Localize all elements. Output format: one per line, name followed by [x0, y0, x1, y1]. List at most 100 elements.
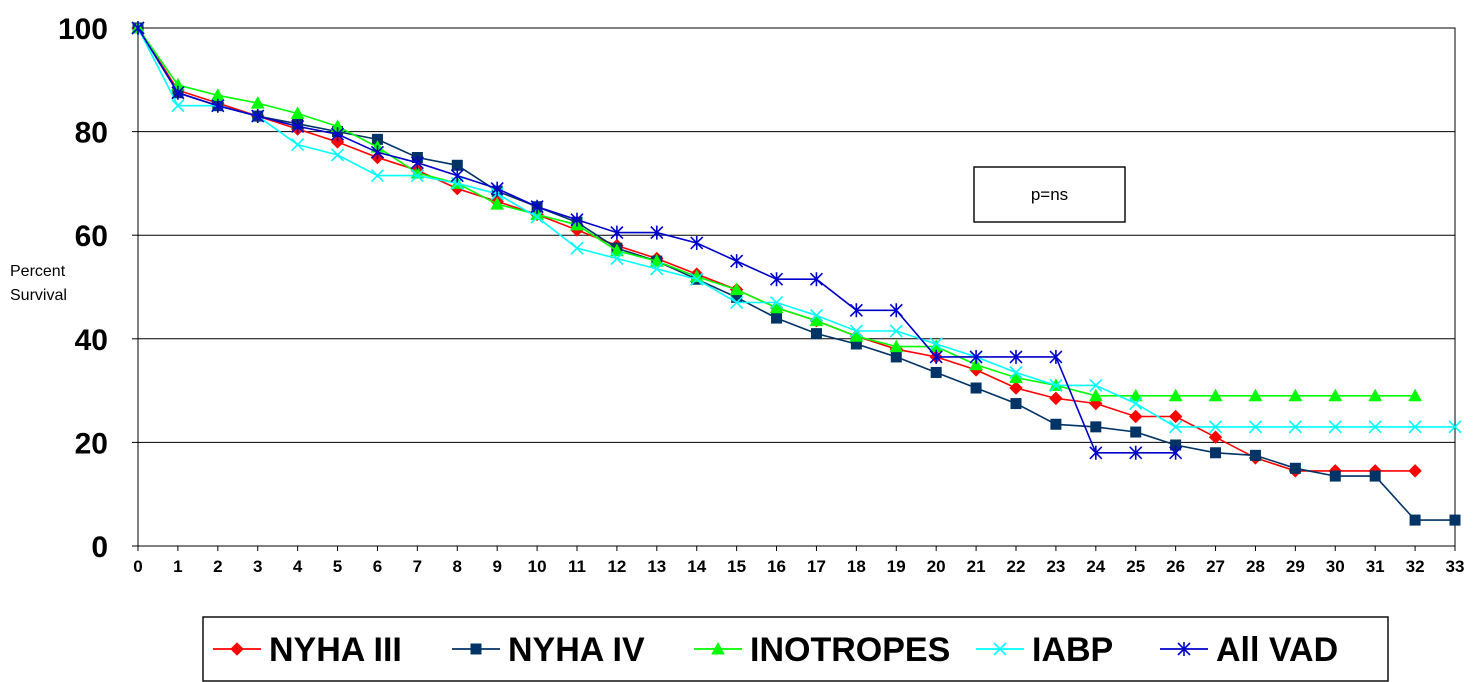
- legend-label: NYHA IV: [508, 631, 645, 669]
- x-marker: [1448, 420, 1462, 434]
- x-marker: [1049, 378, 1063, 392]
- x-marker: [1408, 420, 1422, 434]
- triangle-marker: [809, 313, 824, 327]
- series-iabp: [131, 21, 1462, 434]
- square-marker: [771, 312, 783, 324]
- x-tick-label: 23: [1046, 557, 1065, 576]
- asterisk-marker: [410, 155, 424, 170]
- square-marker: [1449, 514, 1461, 526]
- square-marker: [810, 328, 822, 340]
- x-tick-label: 16: [767, 557, 786, 576]
- square-marker: [1249, 449, 1261, 461]
- triangle-marker: [769, 300, 784, 314]
- square-marker: [1289, 462, 1301, 474]
- x-tick-label: 7: [413, 557, 422, 576]
- annotation-text: p=ns: [1031, 185, 1068, 204]
- triangle-marker: [490, 197, 505, 210]
- p-value-annotation: p=ns: [973, 166, 1126, 223]
- x-tick-label: 3: [253, 557, 262, 576]
- x-marker: [1169, 420, 1183, 434]
- asterisk-marker: [211, 98, 225, 113]
- series-line: [137, 27, 1416, 472]
- triangle-marker: [1368, 388, 1383, 402]
- asterisk-marker: [330, 127, 345, 142]
- x-tick-label: 22: [1007, 557, 1026, 576]
- square-marker: [890, 351, 902, 363]
- x-tick-label: 29: [1286, 557, 1305, 576]
- x-marker: [530, 210, 544, 224]
- x-marker: [370, 169, 385, 183]
- y-tick-label: 40: [75, 324, 108, 357]
- asterisk-marker: [1009, 349, 1023, 364]
- x-tick-label: 13: [647, 557, 666, 576]
- triangle-marker: [1168, 388, 1183, 402]
- x-tick-label: 18: [847, 557, 866, 576]
- square-marker: [470, 643, 482, 655]
- x-tick-label: 30: [1326, 557, 1345, 576]
- square-marker: [1130, 426, 1142, 438]
- y-axis-title: Percent Survival: [10, 263, 67, 304]
- series-all-vad: [131, 21, 1183, 460]
- asterisk-marker: [730, 254, 744, 269]
- x-marker: [1328, 420, 1342, 434]
- x-marker: [809, 308, 824, 323]
- square-marker: [1210, 447, 1222, 459]
- x-marker: [993, 642, 1007, 656]
- triangle-marker: [729, 282, 744, 296]
- legend-item: INOTROPES: [694, 631, 950, 669]
- x-tick-label: 28: [1246, 557, 1265, 576]
- grid-lines: [132, 27, 1456, 551]
- diamond-marker: [1408, 464, 1422, 478]
- asterisk-marker: [131, 21, 145, 35]
- asterisk-marker: [1089, 445, 1103, 460]
- x-tick-label: 26: [1166, 557, 1185, 576]
- asterisk-marker: [969, 349, 983, 364]
- diamond-marker: [1208, 430, 1223, 444]
- x-tick-label: 0: [133, 557, 142, 576]
- asterisk-marker: [650, 225, 664, 240]
- series-nyha-iv: [132, 22, 1461, 526]
- x-tick-label: 25: [1126, 557, 1145, 576]
- plot-frame: [137, 27, 1456, 547]
- x-tick-label: 21: [967, 557, 986, 576]
- x-tick-label: 1: [173, 557, 182, 576]
- x-marker: [650, 262, 664, 276]
- legend-item: NYHA III: [213, 631, 402, 669]
- diamond-marker: [1168, 409, 1183, 424]
- x-marker: [889, 324, 903, 338]
- x-tick-label: 31: [1366, 557, 1385, 576]
- asterisk-marker: [1049, 349, 1063, 364]
- x-tick-label: 27: [1206, 557, 1225, 576]
- legend-label: NYHA III: [269, 631, 402, 669]
- asterisk-marker: [171, 85, 185, 100]
- y-tick-label: 80: [75, 117, 108, 150]
- series-line: [137, 27, 1455, 428]
- asterisk-marker: [291, 119, 305, 134]
- asterisk-marker: [1129, 445, 1143, 460]
- legend: NYHA III NYHA IV INOTROPES IABP All VAD: [202, 616, 1389, 682]
- x-marker: [610, 251, 624, 266]
- x-marker: [1248, 420, 1263, 434]
- triangle-marker: [1009, 370, 1023, 384]
- triangle-marker: [1128, 388, 1143, 402]
- x-marker: [330, 148, 345, 162]
- x-marker: [1288, 420, 1302, 434]
- diamond-marker: [330, 135, 345, 149]
- square-marker: [1050, 418, 1062, 430]
- triangle-marker: [711, 641, 725, 655]
- triangle-marker: [969, 357, 983, 371]
- x-tick-label: 11: [568, 557, 586, 576]
- legend-item: All VAD: [1160, 631, 1338, 669]
- legend-label: All VAD: [1216, 631, 1338, 669]
- asterisk-marker: [849, 303, 863, 318]
- triangle-marker: [250, 96, 265, 109]
- asterisk-marker: [450, 168, 464, 183]
- triangle-marker: [610, 243, 624, 257]
- legend-item: IABP: [976, 631, 1113, 669]
- x-tick-label: 6: [373, 557, 382, 576]
- diamond-marker: [230, 642, 244, 656]
- x-marker: [690, 272, 704, 286]
- triangle-marker: [1288, 388, 1303, 402]
- x-tick-label: 15: [727, 557, 746, 576]
